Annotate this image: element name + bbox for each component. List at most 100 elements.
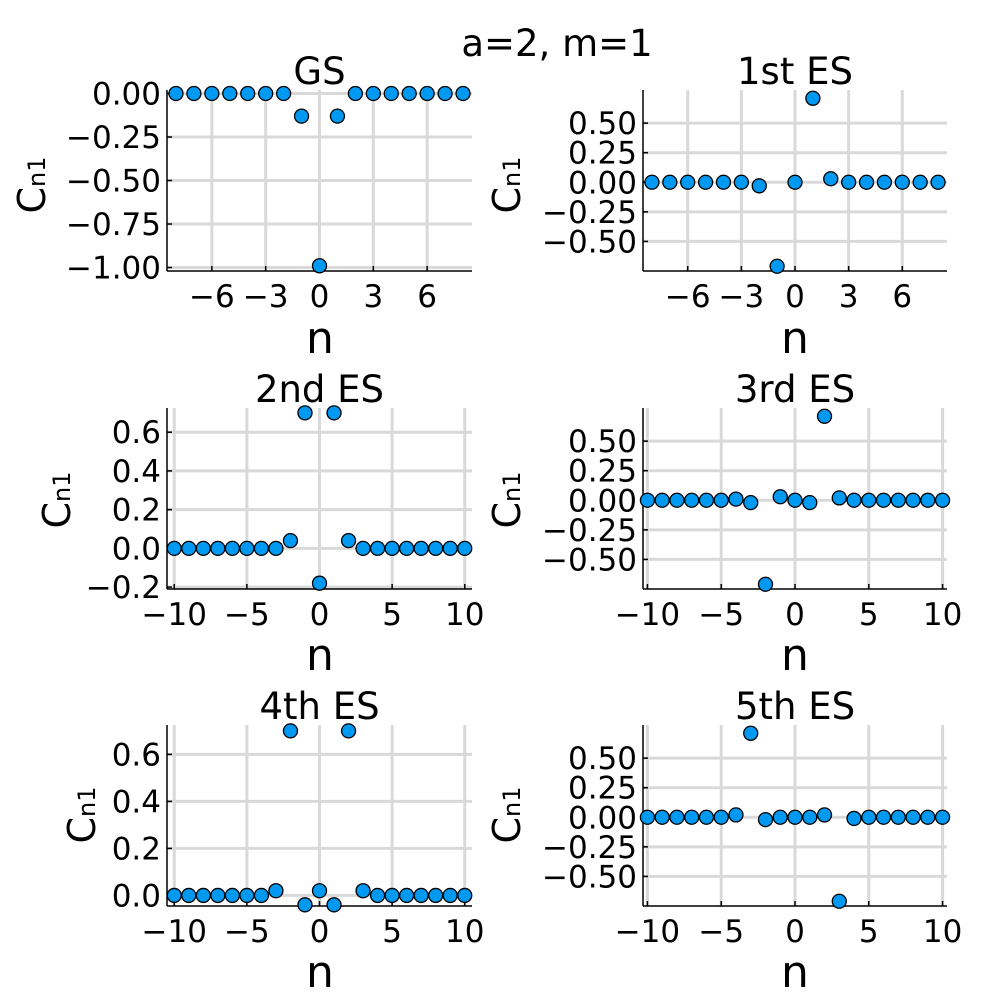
- y-tick-label-2: 0.25: [568, 771, 637, 807]
- data-point-12: [802, 809, 818, 825]
- y-tick-label-3: 0.2: [112, 831, 161, 867]
- data-point-16: [861, 492, 877, 508]
- data-point-9: [757, 811, 774, 828]
- data-point-9: [282, 532, 299, 549]
- data-point-18: [413, 887, 429, 904]
- panel-title: 3rd ES: [735, 368, 855, 411]
- data-point-21: [934, 492, 951, 508]
- data-point-2: [654, 492, 670, 508]
- data-point-12: [840, 174, 857, 190]
- x-tick-label-4: 5: [382, 597, 402, 633]
- data-point-14: [401, 85, 417, 102]
- data-point-13: [816, 408, 833, 424]
- data-point-6: [258, 85, 274, 102]
- data-point-2: [181, 540, 197, 556]
- data-point-21: [457, 540, 473, 556]
- data-point-4: [222, 85, 238, 102]
- data-point-7: [275, 85, 292, 102]
- y-axis-label-subscript: n1: [498, 156, 526, 186]
- data-point-3: [669, 809, 685, 825]
- x-tick-label-4: 5: [859, 914, 879, 950]
- y-tick-label-2: 0.4: [112, 454, 161, 490]
- data-point-11: [787, 809, 803, 825]
- x-tick-label-3: 0: [785, 914, 805, 950]
- data-point-16: [437, 85, 453, 102]
- x-tick-label-5: 6: [417, 279, 437, 315]
- y-tick-label-4: −0.25: [542, 513, 637, 549]
- data-point-17: [875, 492, 892, 508]
- y-axis-label-main: C: [60, 817, 104, 844]
- data-point-6: [239, 887, 255, 904]
- x-tick-label-3: 0: [310, 597, 330, 633]
- data-point-12: [365, 85, 381, 102]
- y-tick-label-2: 0.4: [112, 784, 161, 820]
- y-axis-label: Cn1: [485, 786, 529, 843]
- data-point-4: [210, 540, 226, 556]
- x-axis-label: n: [306, 630, 334, 681]
- data-point-9: [282, 723, 299, 739]
- data-point-16: [912, 174, 928, 190]
- data-point-17: [875, 809, 892, 825]
- y-axis-label: Cn1: [35, 471, 79, 528]
- data-point-20: [442, 887, 458, 904]
- data-point-3: [195, 540, 211, 556]
- data-point-20: [920, 492, 936, 508]
- data-point-11: [823, 171, 839, 187]
- x-tick-label-5: 10: [445, 914, 484, 950]
- data-point-10: [329, 108, 346, 124]
- panel-1: −6 −3 0 3 6 0.00 −0.25 −0.50 −0.75 −1.00 GS n Cn1: [10, 50, 472, 364]
- data-point-8: [769, 258, 785, 274]
- data-point-6: [713, 492, 729, 508]
- panel-5: −10 −5 0 5 10 0.6 0.4 0.2 0.0 4th ES n Cn1: [60, 685, 484, 998]
- data-point-13: [340, 532, 357, 549]
- x-axis-label: n: [306, 313, 334, 364]
- data-point-15: [369, 540, 386, 556]
- data-point-10: [297, 405, 313, 421]
- x-axis-label: n: [781, 630, 809, 681]
- data-point-4: [697, 174, 714, 190]
- data-point-6: [239, 540, 255, 556]
- data-point-16: [861, 809, 877, 825]
- data-point-19: [428, 887, 444, 904]
- y-tick-label-5: −1.00: [66, 251, 161, 287]
- y-tick-label-5: −0.50: [542, 859, 637, 895]
- data-point-7: [253, 887, 270, 904]
- data-point-19: [905, 809, 921, 825]
- y-tick-label-1: 0.00: [92, 76, 161, 112]
- panel-title: GS: [293, 50, 345, 93]
- y-tick-label-3: −0.50: [66, 164, 161, 200]
- data-point-14: [831, 490, 847, 506]
- data-point-21: [934, 809, 951, 825]
- data-point-5: [698, 809, 715, 825]
- data-point-6: [713, 809, 729, 825]
- x-tick-label-3: 0: [785, 597, 805, 633]
- data-point-8: [743, 494, 759, 511]
- y-axis-label-subscript: n1: [48, 471, 76, 501]
- x-tick-label-5: 10: [445, 597, 484, 633]
- y-tick-label-4: 0.0: [112, 531, 161, 567]
- y-axis-label: Cn1: [10, 156, 54, 213]
- panel-3: −10 −5 0 5 10 0.60.40.20.0−0.2 2nd ES n Cn1: [35, 368, 484, 681]
- data-point-18: [413, 540, 429, 556]
- data-point-10: [772, 809, 788, 825]
- data-point-11: [347, 85, 364, 102]
- data-point-5: [698, 492, 715, 508]
- y-axis-label-subscript: n1: [23, 156, 51, 186]
- x-axis-label: n: [781, 313, 809, 364]
- x-tick-label-3: 0: [310, 279, 330, 315]
- x-tick-label-2: −5: [698, 914, 744, 950]
- x-tick-label-2: −3: [243, 279, 289, 315]
- data-point-13: [383, 85, 399, 102]
- data-point-3: [195, 887, 211, 904]
- data-point-2: [181, 887, 197, 904]
- x-tick-label-2: −5: [224, 914, 270, 950]
- y-tick-label-3: 0.2: [112, 493, 161, 529]
- y-tick-label-1: 0.50: [568, 424, 637, 460]
- x-tick-label-1: −10: [142, 914, 207, 950]
- data-point-3: [204, 85, 220, 102]
- data-point-16: [384, 887, 400, 904]
- data-point-14: [355, 883, 371, 899]
- figure-suptitle: a=2, m=1: [461, 22, 652, 65]
- y-axis-label-main: C: [35, 502, 79, 529]
- data-point-7: [253, 540, 270, 556]
